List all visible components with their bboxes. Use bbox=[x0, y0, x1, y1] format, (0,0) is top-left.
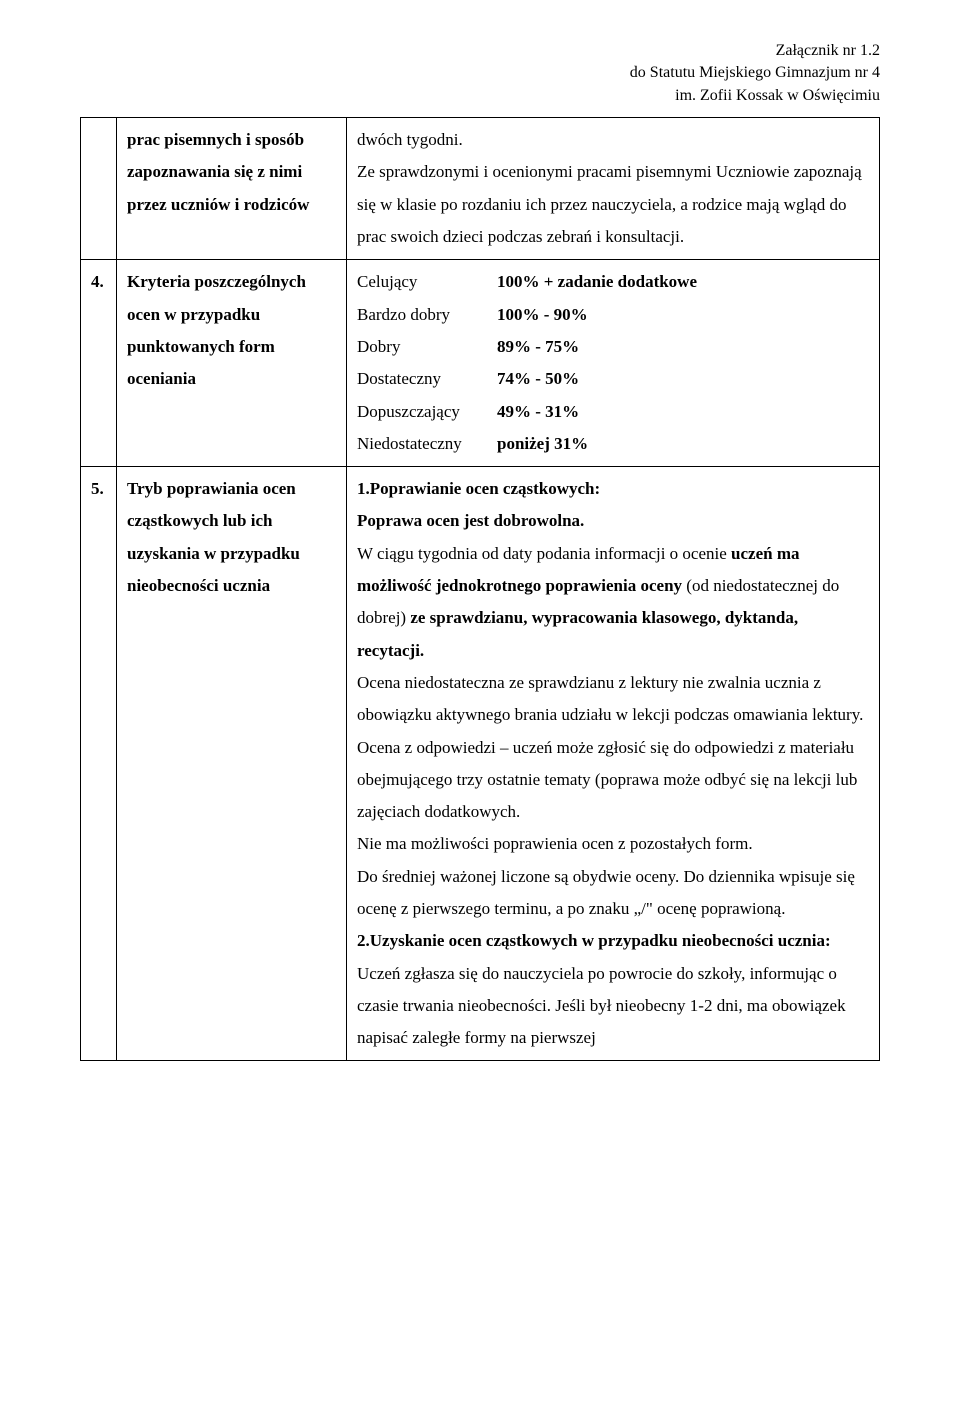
grade-range: 100% - 90% bbox=[497, 299, 588, 331]
content-text: Ocena z odpowiedzi – uczeń może zgłosić … bbox=[357, 732, 869, 829]
row-content: dwóch tygodni. Ze sprawdzonymi i ocenion… bbox=[347, 118, 880, 260]
label-line: oceniania bbox=[127, 363, 336, 395]
document-header: Załącznik nr 1.2 do Statutu Miejskiego G… bbox=[80, 40, 880, 107]
text-span: ze sprawdzianu, wypracowania klasowego, … bbox=[357, 608, 798, 659]
label-line: nieobecności ucznia bbox=[127, 570, 336, 602]
grade-row: Dostateczny 74% - 50% bbox=[357, 363, 869, 395]
content-text: Ocena niedostateczna ze sprawdzianu z le… bbox=[357, 667, 869, 732]
label-line: punktowanych form bbox=[127, 331, 336, 363]
grade-row: Celujący 100% + zadanie dodatkowe bbox=[357, 266, 869, 298]
header-line-3: im. Zofii Kossak w Oświęcimiu bbox=[80, 85, 880, 107]
label-line: uzyskania w przypadku bbox=[127, 538, 336, 570]
content-text: dwóch tygodni. bbox=[357, 124, 869, 156]
grade-range: 49% - 31% bbox=[497, 396, 579, 428]
label-line: zapoznawania się z nimi bbox=[127, 156, 336, 188]
grade-name: Celujący bbox=[357, 266, 497, 298]
section-heading: 2.Uzyskanie ocen cząstkowych w przypadku… bbox=[357, 925, 869, 957]
grade-row: Dopuszczający 49% - 31% bbox=[357, 396, 869, 428]
label-line: Kryteria poszczególnych bbox=[127, 266, 336, 298]
label-line: przez uczniów i rodziców bbox=[127, 189, 336, 221]
content-text: W ciągu tygodnia od daty podania informa… bbox=[357, 538, 869, 667]
table-row: prac pisemnych i sposób zapoznawania się… bbox=[81, 118, 880, 260]
label-line: cząstkowych lub ich bbox=[127, 505, 336, 537]
grade-row: Dobry 89% - 75% bbox=[357, 331, 869, 363]
grade-name: Dobry bbox=[357, 331, 497, 363]
label-line: ocen w przypadku bbox=[127, 299, 336, 331]
row-number bbox=[81, 118, 117, 260]
grade-row: Bardzo dobry 100% - 90% bbox=[357, 299, 869, 331]
grade-range: 74% - 50% bbox=[497, 363, 579, 395]
row-content: 1.Poprawianie ocen cząstkowych: Poprawa … bbox=[347, 467, 880, 1061]
grade-range: 89% - 75% bbox=[497, 331, 579, 363]
grade-range: 100% + zadanie dodatkowe bbox=[497, 266, 697, 298]
row-content: Celujący 100% + zadanie dodatkowe Bardzo… bbox=[347, 260, 880, 467]
criteria-table: prac pisemnych i sposób zapoznawania się… bbox=[80, 117, 880, 1061]
label-line: Tryb poprawiania ocen bbox=[127, 473, 336, 505]
row-label: Kryteria poszczególnych ocen w przypadku… bbox=[117, 260, 347, 467]
label-line: prac pisemnych i sposób bbox=[127, 124, 336, 156]
table-row: 4. Kryteria poszczególnych ocen w przypa… bbox=[81, 260, 880, 467]
row-label: Tryb poprawiania ocen cząstkowych lub ic… bbox=[117, 467, 347, 1061]
content-text: Poprawa ocen jest dobrowolna. bbox=[357, 505, 869, 537]
header-line-1: Załącznik nr 1.2 bbox=[80, 40, 880, 62]
content-text: Uczeń zgłasza się do nauczyciela po powr… bbox=[357, 958, 869, 1055]
row-number: 4. bbox=[81, 260, 117, 467]
content-text: Ze sprawdzonymi i ocenionymi pracami pis… bbox=[357, 156, 869, 253]
table-row: 5. Tryb poprawiania ocen cząstkowych lub… bbox=[81, 467, 880, 1061]
section-heading: 1.Poprawianie ocen cząstkowych: bbox=[357, 473, 869, 505]
row-number: 5. bbox=[81, 467, 117, 1061]
row-label: prac pisemnych i sposób zapoznawania się… bbox=[117, 118, 347, 260]
grade-range: poniżej 31% bbox=[497, 428, 588, 460]
grade-row: Niedostateczny poniżej 31% bbox=[357, 428, 869, 460]
grade-name: Bardzo dobry bbox=[357, 299, 497, 331]
grade-name: Dopuszczający bbox=[357, 396, 497, 428]
text-span: W ciągu tygodnia od daty podania informa… bbox=[357, 544, 731, 563]
grade-name: Dostateczny bbox=[357, 363, 497, 395]
header-line-2: do Statutu Miejskiego Gimnazjum nr 4 bbox=[80, 62, 880, 84]
grade-name: Niedostateczny bbox=[357, 428, 497, 460]
content-text: Do średniej ważonej liczone są obydwie o… bbox=[357, 861, 869, 926]
content-text: Nie ma możliwości poprawienia ocen z poz… bbox=[357, 828, 869, 860]
